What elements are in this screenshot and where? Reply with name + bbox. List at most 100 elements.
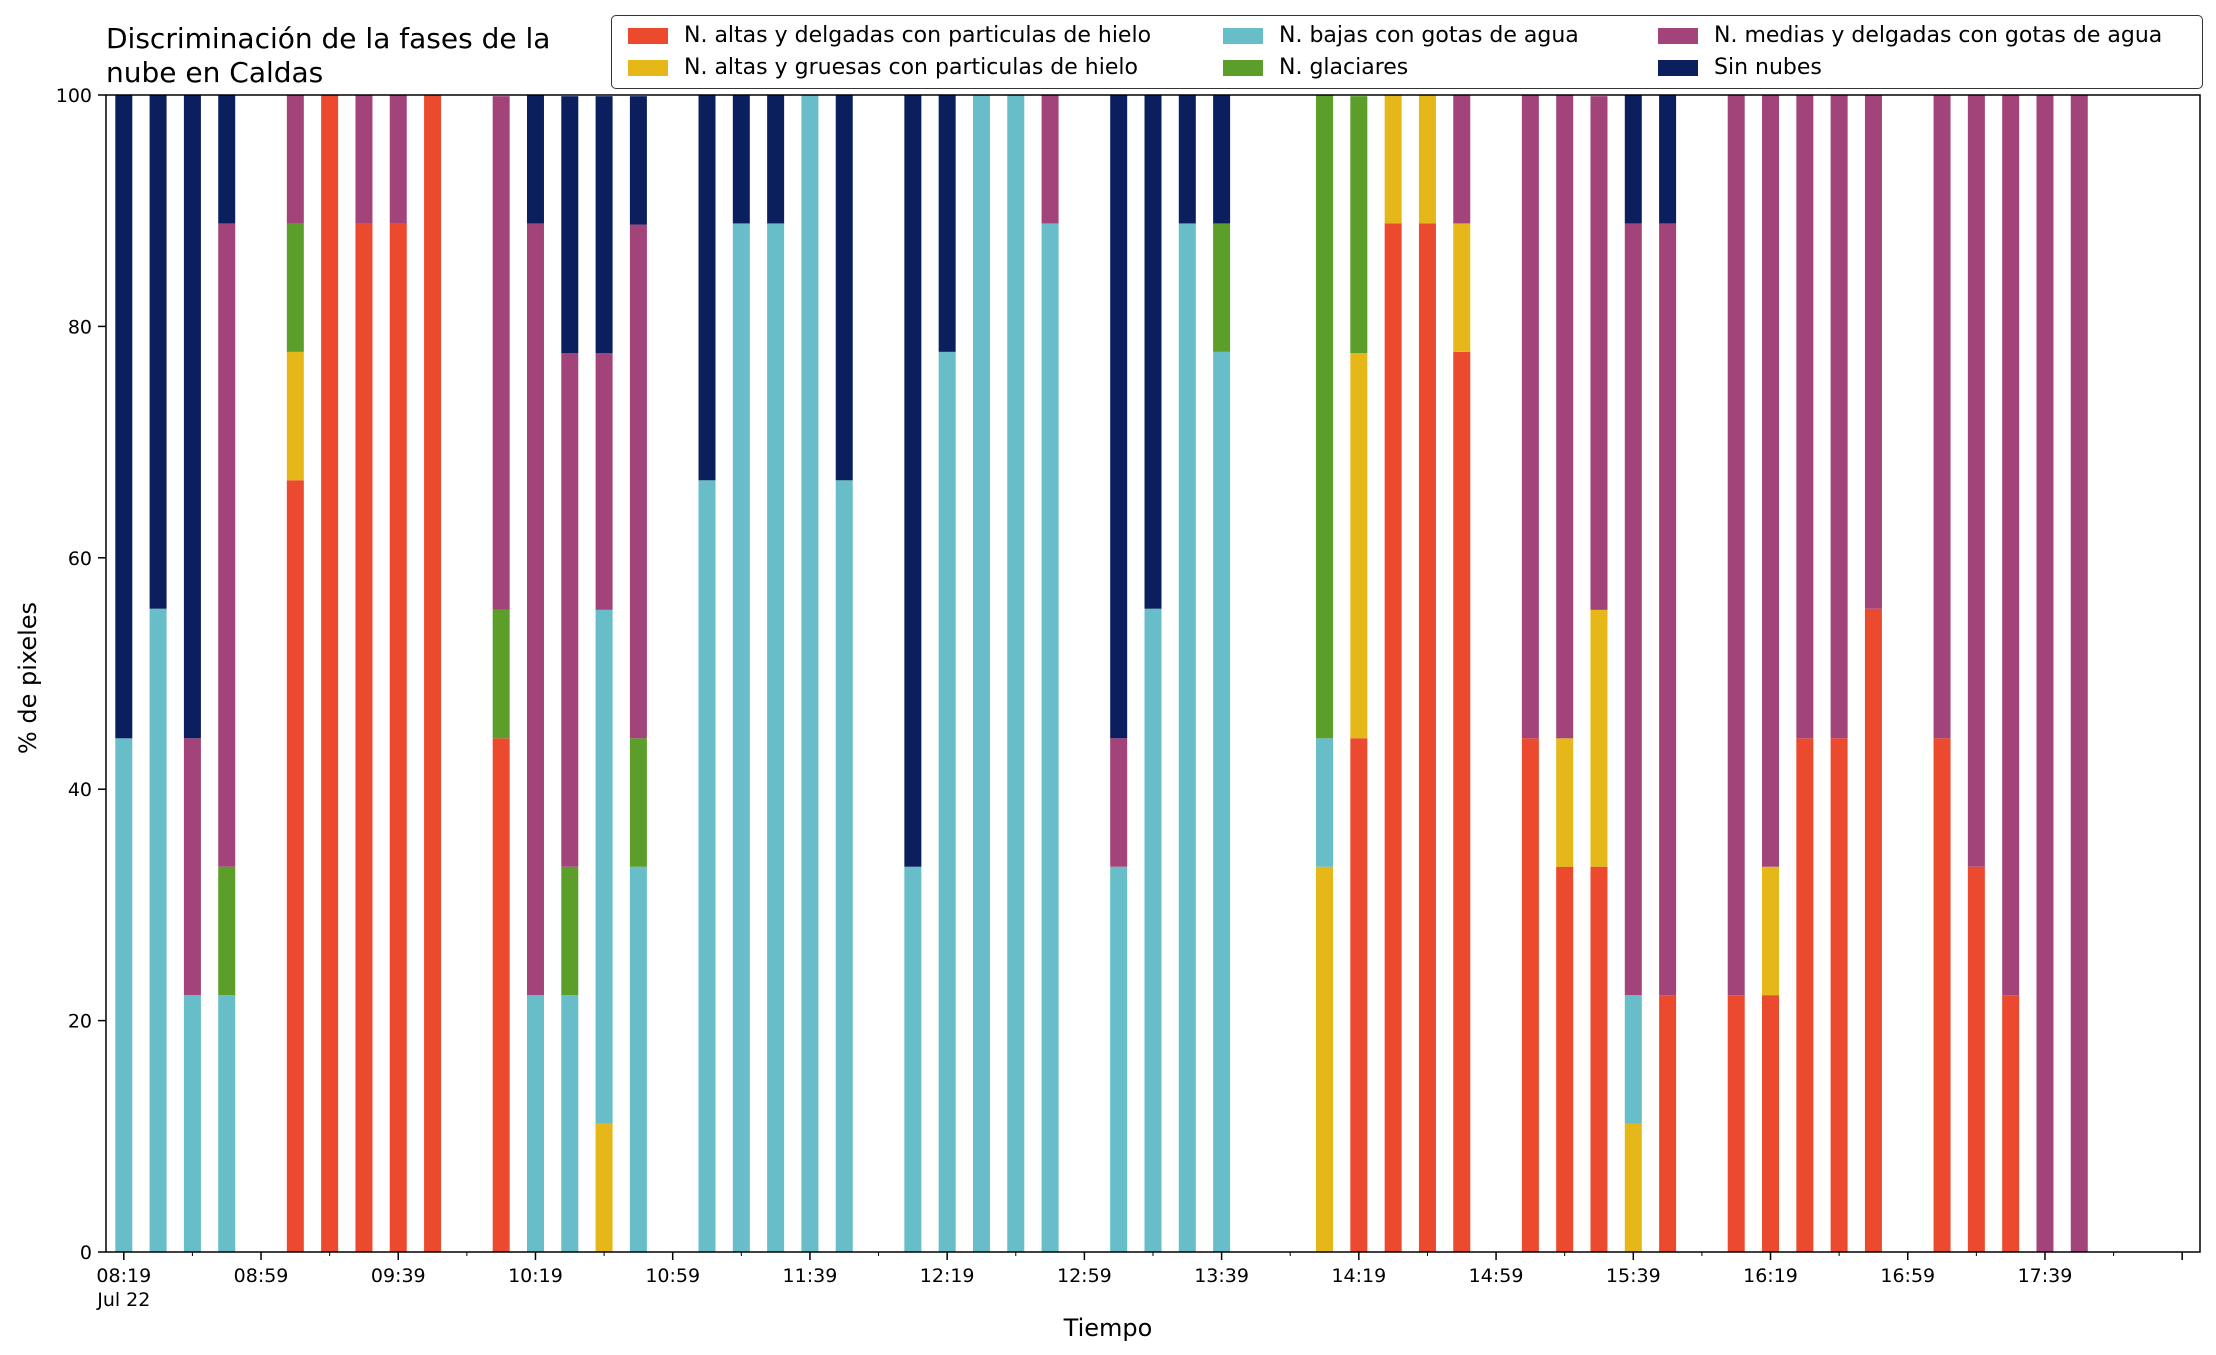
bar-segment-32-4: [1453, 95, 1471, 224]
legend-swatch-3: [1223, 60, 1263, 76]
bar-segment-18-5: [835, 95, 853, 481]
bar-segment-43-0: [1933, 738, 1951, 1252]
bar-segment-14-2: [698, 480, 716, 1252]
y-tick-label-0: 0: [80, 1242, 92, 1264]
bar-segment-4-3: [286, 223, 304, 352]
bar-segment-16-2: [767, 223, 785, 1253]
bar-segment-36-4: [1624, 223, 1642, 996]
bar-segment-33-4: [1521, 95, 1539, 739]
bar-segment-2-4: [183, 738, 201, 996]
y-axis: 0 20 40 60 80 100: [56, 85, 106, 1264]
bar-segment-31-0: [1418, 223, 1436, 1253]
bar-segment-27-2: [1213, 351, 1231, 1253]
bar-segment-28-1: [1316, 866, 1334, 1252]
x-tick-label-13: 16:59: [1880, 1265, 1935, 1287]
bar-segment-30-1: [1384, 95, 1402, 224]
bar-segment-42-0: [1864, 608, 1882, 1252]
bar-segment-4-1: [286, 351, 304, 481]
bar-segment-35-1: [1590, 609, 1608, 867]
bar-segment-20-2: [938, 351, 956, 1253]
bar-segment-28-3: [1316, 95, 1334, 739]
bar-segment-43-4: [1933, 95, 1951, 739]
bar-segment-3-2: [218, 995, 236, 1252]
bar-segment-29-1: [1350, 353, 1368, 739]
bar-segment-27-5: [1213, 95, 1231, 224]
x-tick-label-12: 16:19: [1743, 1265, 1798, 1287]
bar-segment-21-2: [972, 95, 990, 1252]
bar-segment-13-5: [629, 96, 647, 225]
bar-segment-0-5: [115, 95, 133, 739]
bar-segment-32-1: [1453, 223, 1471, 352]
x-tick-label-7: 12:59: [1057, 1265, 1112, 1287]
bar-segment-35-0: [1590, 866, 1608, 1252]
legend-swatch-5: [1658, 60, 1698, 76]
bar-segment-25-5: [1144, 95, 1162, 609]
y-tick-label-1: 20: [68, 1011, 92, 1033]
bar-segment-29-3: [1350, 96, 1368, 354]
x-tick-label-14: 17:39: [2018, 1265, 2073, 1287]
bar-segment-3-4: [218, 223, 236, 867]
bar-segment-37-5: [1659, 95, 1677, 224]
bar-segment-35-4: [1590, 96, 1608, 610]
x-tick-label-6: 12:19: [920, 1265, 975, 1287]
bar-segment-6-0: [355, 223, 373, 1253]
legend-label-0: N. altas y delgadas con particulas de hi…: [684, 23, 1152, 48]
bar-segment-9-4: [492, 96, 510, 610]
bar-segment-5-0: [321, 95, 339, 1252]
x-tick-label-3: 10:19: [508, 1265, 563, 1287]
bar-segment-37-4: [1659, 223, 1677, 996]
bar-segment-26-2: [1178, 223, 1196, 1253]
bar-segment-29-0: [1350, 738, 1368, 1252]
x-tick-label-8: 13:39: [1194, 1265, 1249, 1287]
bar-segment-32-0: [1453, 351, 1471, 1253]
y-tick-label-4: 80: [68, 316, 92, 338]
bar-segment-39-4: [1762, 95, 1780, 867]
bar-segment-0-2: [115, 738, 133, 1252]
bar-segment-34-1: [1556, 738, 1574, 867]
bar-segment-45-4: [2002, 95, 2020, 996]
bar-segment-8-0: [424, 95, 442, 1252]
bar-segment-15-5: [732, 95, 750, 224]
bar-segment-12-1: [595, 1123, 613, 1252]
legend-label-2: N. bajas con gotas de agua: [1279, 23, 1579, 48]
bar-segment-24-2: [1110, 866, 1128, 1252]
bar-segment-36-2: [1624, 995, 1642, 1124]
bar-segment-1-2: [149, 608, 167, 1252]
bar-segment-14-5: [698, 95, 716, 481]
bar-segment-39-0: [1762, 995, 1780, 1252]
bar-segment-25-2: [1144, 608, 1162, 1252]
x-tick-label-9: 14:19: [1331, 1265, 1386, 1287]
x-tick-label-11: 15:39: [1606, 1265, 1661, 1287]
x-tick-label-1: 08:59: [234, 1265, 289, 1287]
bar-segment-9-3: [492, 609, 510, 739]
bar-segment-12-2: [595, 609, 613, 1124]
x-tick-sublabel-0: Jul 22: [96, 1289, 150, 1311]
bar-segment-19-2: [904, 866, 922, 1252]
bar-segment-2-5: [183, 95, 201, 739]
bar-segment-24-4: [1110, 738, 1128, 867]
bar-segment-13-4: [629, 224, 647, 739]
bar-segment-42-4: [1864, 95, 1882, 609]
bar-segment-40-0: [1796, 738, 1814, 1252]
y-tick-label-5: 100: [56, 85, 92, 107]
bar-segment-44-4: [1967, 95, 1985, 867]
bar-segment-46-4: [2036, 95, 2054, 1252]
bar-segment-38-4: [1727, 95, 1745, 996]
bar-segment-33-0: [1521, 738, 1539, 1252]
legend-label-1: N. altas y gruesas con particulas de hie…: [684, 55, 1138, 80]
chart-title: Discriminación de la fases de la nube en…: [106, 22, 551, 89]
bar-segment-10-4: [526, 223, 544, 996]
bar-segment-40-4: [1796, 95, 1814, 739]
bar-segment-30-0: [1384, 223, 1402, 1253]
bar-segment-27-3: [1213, 223, 1231, 352]
bar-segment-34-0: [1556, 866, 1574, 1252]
bar-segment-17-2: [801, 95, 819, 1252]
bar-segment-39-1: [1762, 866, 1780, 996]
bar-segment-23-4: [1041, 95, 1059, 224]
bar-segment-18-2: [835, 480, 853, 1252]
bar-segment-19-5: [904, 95, 922, 867]
legend-label-3: N. glaciares: [1279, 55, 1409, 80]
bar-segment-41-4: [1830, 95, 1848, 739]
bar-segment-31-1: [1418, 95, 1436, 224]
